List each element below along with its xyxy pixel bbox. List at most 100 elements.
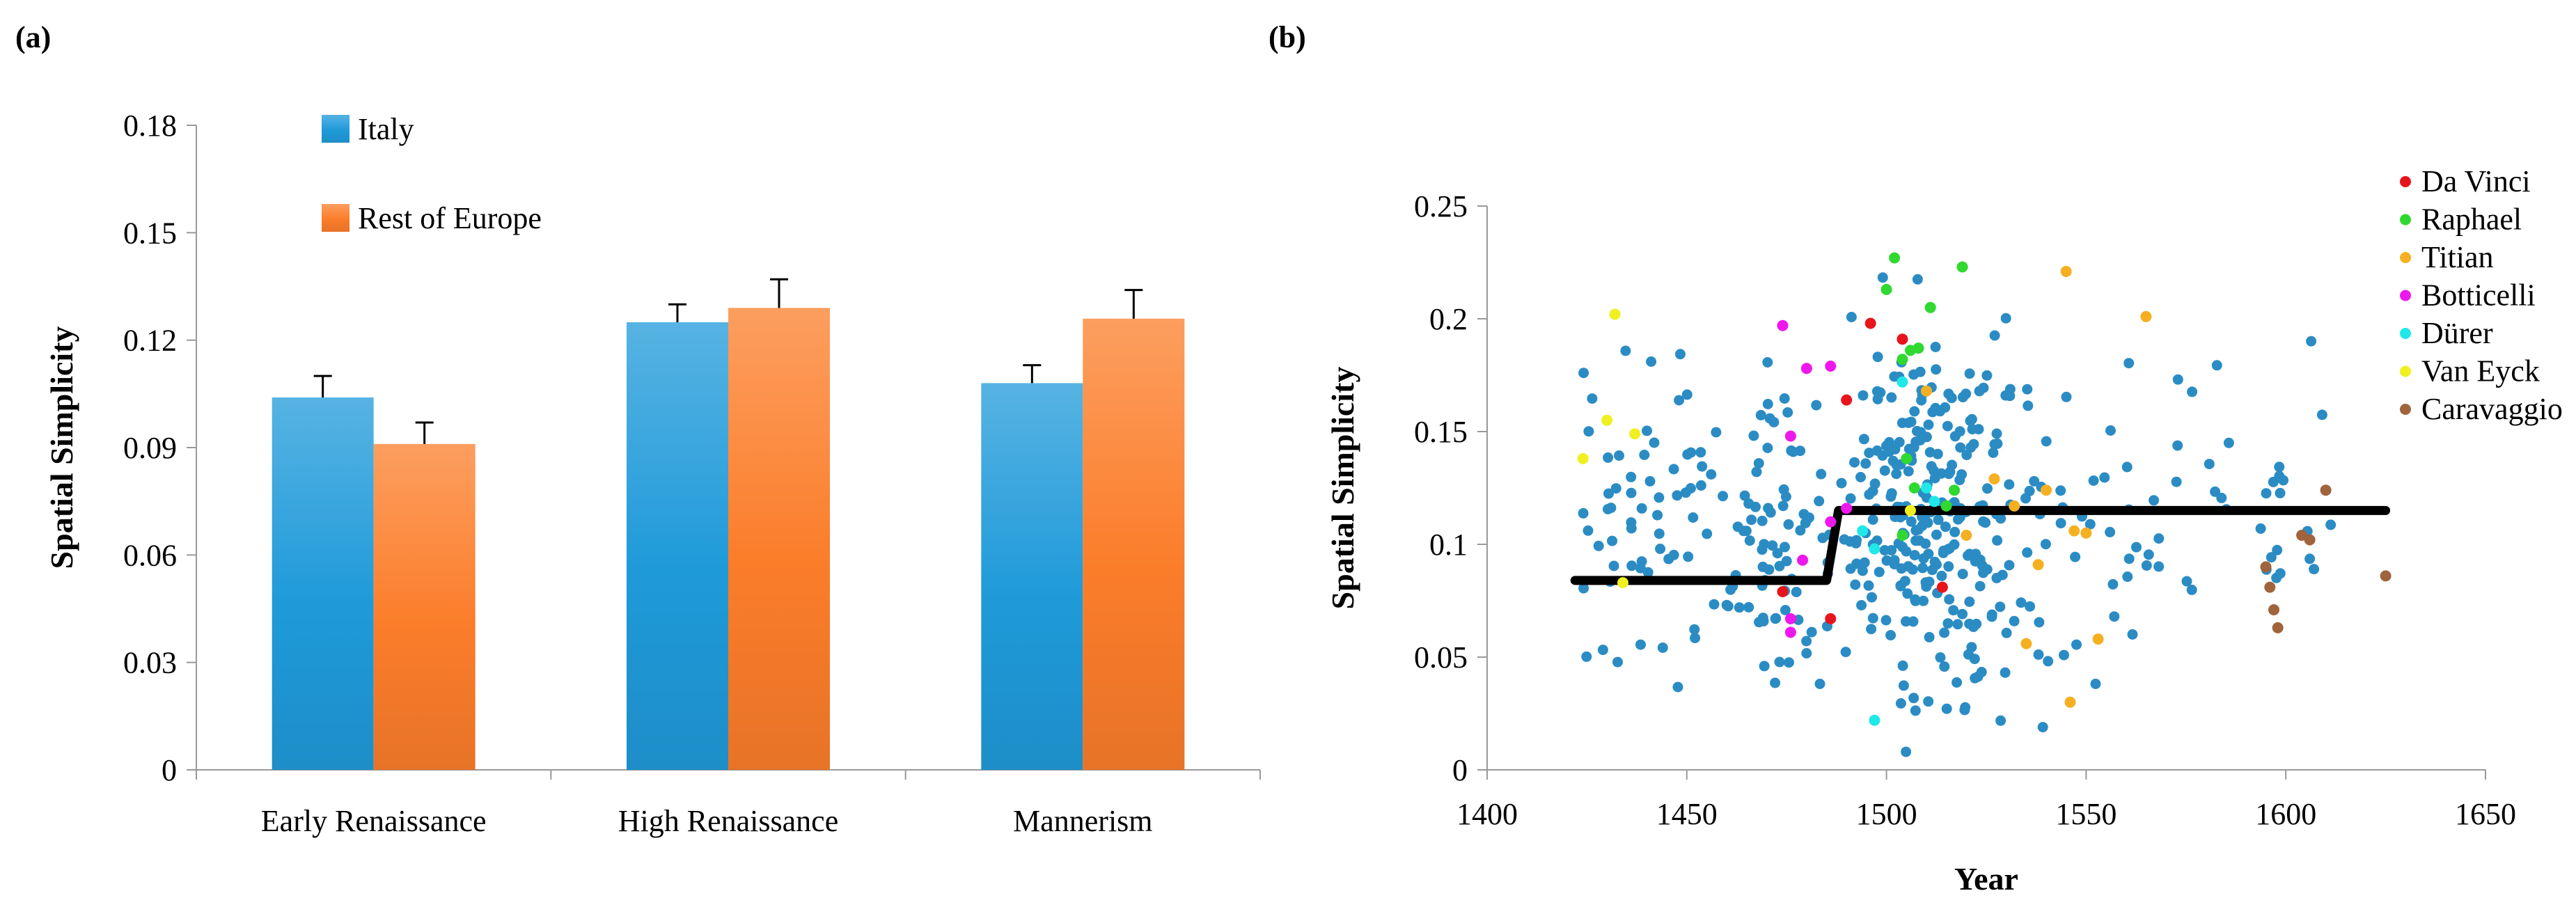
data-point	[1980, 517, 1991, 528]
data-point	[1924, 631, 1935, 642]
data-point	[1944, 594, 1955, 605]
legend-marker	[2400, 404, 2411, 415]
data-point	[2380, 570, 2392, 582]
data-point	[1884, 436, 1895, 448]
series-da-vinci	[1777, 317, 1948, 624]
data-point	[1607, 535, 1618, 546]
data-point	[1697, 461, 1708, 472]
y-tick-label: 0.25	[1414, 189, 1468, 223]
data-point	[1626, 487, 1637, 498]
data-point	[1949, 431, 1961, 442]
data-point	[2064, 696, 2076, 708]
data-point	[2131, 542, 2142, 553]
data-point	[1741, 526, 1752, 537]
data-point	[1626, 560, 1638, 571]
data-point	[1959, 704, 1970, 716]
data-point	[2153, 533, 2165, 544]
data-point	[1657, 642, 1668, 653]
data-point	[1948, 605, 1959, 616]
data-point	[1963, 649, 1974, 660]
bar	[272, 397, 374, 770]
data-point	[2105, 526, 2116, 537]
bar	[373, 443, 476, 770]
y-tick-label: 0	[162, 753, 177, 787]
data-point	[1942, 618, 1954, 629]
data-point	[1688, 512, 1699, 523]
data-point	[1652, 510, 1663, 521]
data-point	[2037, 722, 2048, 733]
data-point	[1626, 471, 1637, 482]
data-point	[2009, 500, 2020, 512]
data-point	[1811, 400, 1822, 411]
data-point	[2090, 679, 2101, 689]
data-point	[1905, 505, 1916, 516]
data-point	[2204, 459, 2215, 470]
data-point	[1762, 399, 1773, 409]
data-point	[1603, 504, 1613, 514]
data-point	[1956, 469, 1968, 480]
data-point	[2265, 552, 2277, 563]
data-point	[1895, 698, 1906, 709]
data-point	[1814, 679, 1825, 689]
data-point	[1802, 514, 1813, 525]
data-point	[1857, 525, 1869, 537]
legend-swatch	[322, 115, 350, 143]
data-point	[1770, 613, 1782, 624]
data-point	[1748, 430, 1759, 441]
legend-label: Titian	[2421, 240, 2494, 274]
data-point	[1895, 581, 1906, 592]
data-point	[2306, 336, 2317, 347]
data-point	[1966, 413, 1977, 425]
data-point	[1952, 619, 1963, 630]
data-point	[1786, 445, 1797, 456]
data-point	[2325, 519, 2337, 530]
data-point	[1654, 492, 1665, 503]
data-point	[1578, 507, 1589, 519]
data-point	[1871, 445, 1883, 456]
data-point	[1620, 345, 1631, 356]
data-point	[1961, 450, 1972, 461]
data-point	[1879, 465, 1890, 476]
data-point	[2141, 560, 2152, 571]
data-point	[1581, 651, 1592, 662]
data-point	[2105, 425, 2116, 436]
data-point	[1964, 597, 1975, 607]
data-point	[1858, 390, 1869, 401]
data-point	[2107, 578, 2119, 590]
data-point	[1855, 472, 1866, 482]
bar-chart: 0 0.03 0.06 0.09 0.12 0.15 0.18 Early Renaissan…	[44, 109, 1261, 838]
data-point	[1929, 465, 1940, 476]
legend-marker	[2400, 252, 2411, 263]
data-point	[1817, 532, 1828, 544]
data-point	[1860, 458, 1871, 469]
legend-label: Da Vinci	[2421, 164, 2531, 198]
data-point	[1601, 414, 1613, 426]
series-d-rer	[1857, 376, 1940, 726]
data-point	[2029, 475, 2040, 487]
data-point	[1639, 450, 1650, 460]
data-point	[1879, 545, 1890, 555]
data-point	[1898, 680, 1909, 691]
data-point	[2272, 622, 2284, 633]
data-point	[1886, 392, 1897, 403]
y-tick-label: 0.06	[123, 538, 177, 572]
data-point	[2040, 539, 2051, 550]
data-point	[1896, 530, 1908, 541]
data-point	[2109, 611, 2120, 622]
data-point	[1908, 693, 1919, 704]
data-point	[2084, 519, 2096, 530]
data-point	[1689, 624, 1700, 635]
data-point	[2153, 561, 2165, 572]
data-point	[1780, 605, 1791, 615]
data-point	[1603, 488, 1614, 499]
data-point	[1901, 546, 1912, 557]
data-point	[1746, 514, 1757, 526]
data-point	[1866, 624, 1877, 635]
data-point	[1587, 393, 1598, 404]
data-point	[1931, 559, 1942, 570]
data-point	[1933, 514, 1944, 526]
data-point	[1780, 491, 1791, 502]
y-tick-label: 0.12	[123, 324, 177, 358]
data-point	[1924, 447, 1935, 458]
data-point	[1908, 616, 1919, 627]
